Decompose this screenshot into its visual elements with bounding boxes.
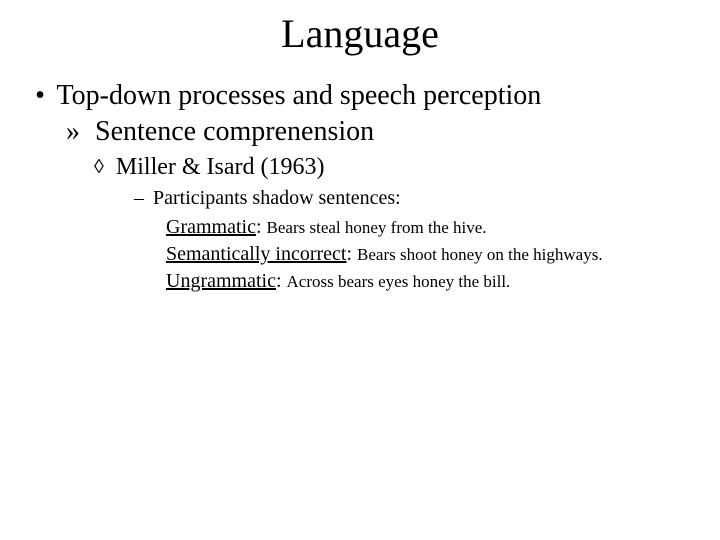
example-row: Semantically incorrect: Bears shoot hone…	[166, 243, 690, 266]
slide: Language • Top-down processes and speech…	[0, 0, 720, 540]
slide-title: Language	[0, 10, 720, 57]
example-text: Across bears eyes honey the bill.	[287, 272, 511, 291]
example-label: Grammatic	[166, 216, 256, 238]
dash-bullet-icon: –	[134, 187, 144, 210]
bullet-level-1: • Top-down processes and speech percepti…	[30, 80, 690, 112]
level3-text: Miller & Isard (1963)	[116, 154, 325, 180]
bullet-level-4: – Participants shadow sentences:	[134, 187, 690, 210]
colon: :	[276, 270, 287, 292]
level2-text: Sentence comprenension	[95, 116, 374, 147]
bullet-level-3: ◊ Miller & Isard (1963)	[94, 154, 690, 181]
example-label: Ungrammatic	[166, 270, 276, 292]
example-text: Bears shoot honey on the highways.	[357, 245, 603, 264]
slide-content: • Top-down processes and speech percepti…	[30, 80, 690, 297]
colon: :	[256, 216, 267, 238]
guillemet-bullet-icon: »	[66, 116, 80, 148]
example-row: Ungrammatic: Across bears eyes honey the…	[166, 270, 690, 293]
level1-text: Top-down processes and speech perception	[57, 80, 542, 111]
level4-text: Participants shadow sentences:	[153, 187, 401, 209]
example-row: Grammatic: Bears steal honey from the hi…	[166, 216, 690, 239]
diamond-bullet-icon: ◊	[94, 156, 104, 179]
bullet-level-2: » Sentence comprenension	[66, 116, 690, 148]
example-label: Semantically incorrect	[166, 243, 346, 265]
example-text: Bears steal honey from the hive.	[267, 218, 487, 237]
dot-bullet-icon: •	[30, 80, 50, 112]
colon: :	[346, 243, 357, 265]
